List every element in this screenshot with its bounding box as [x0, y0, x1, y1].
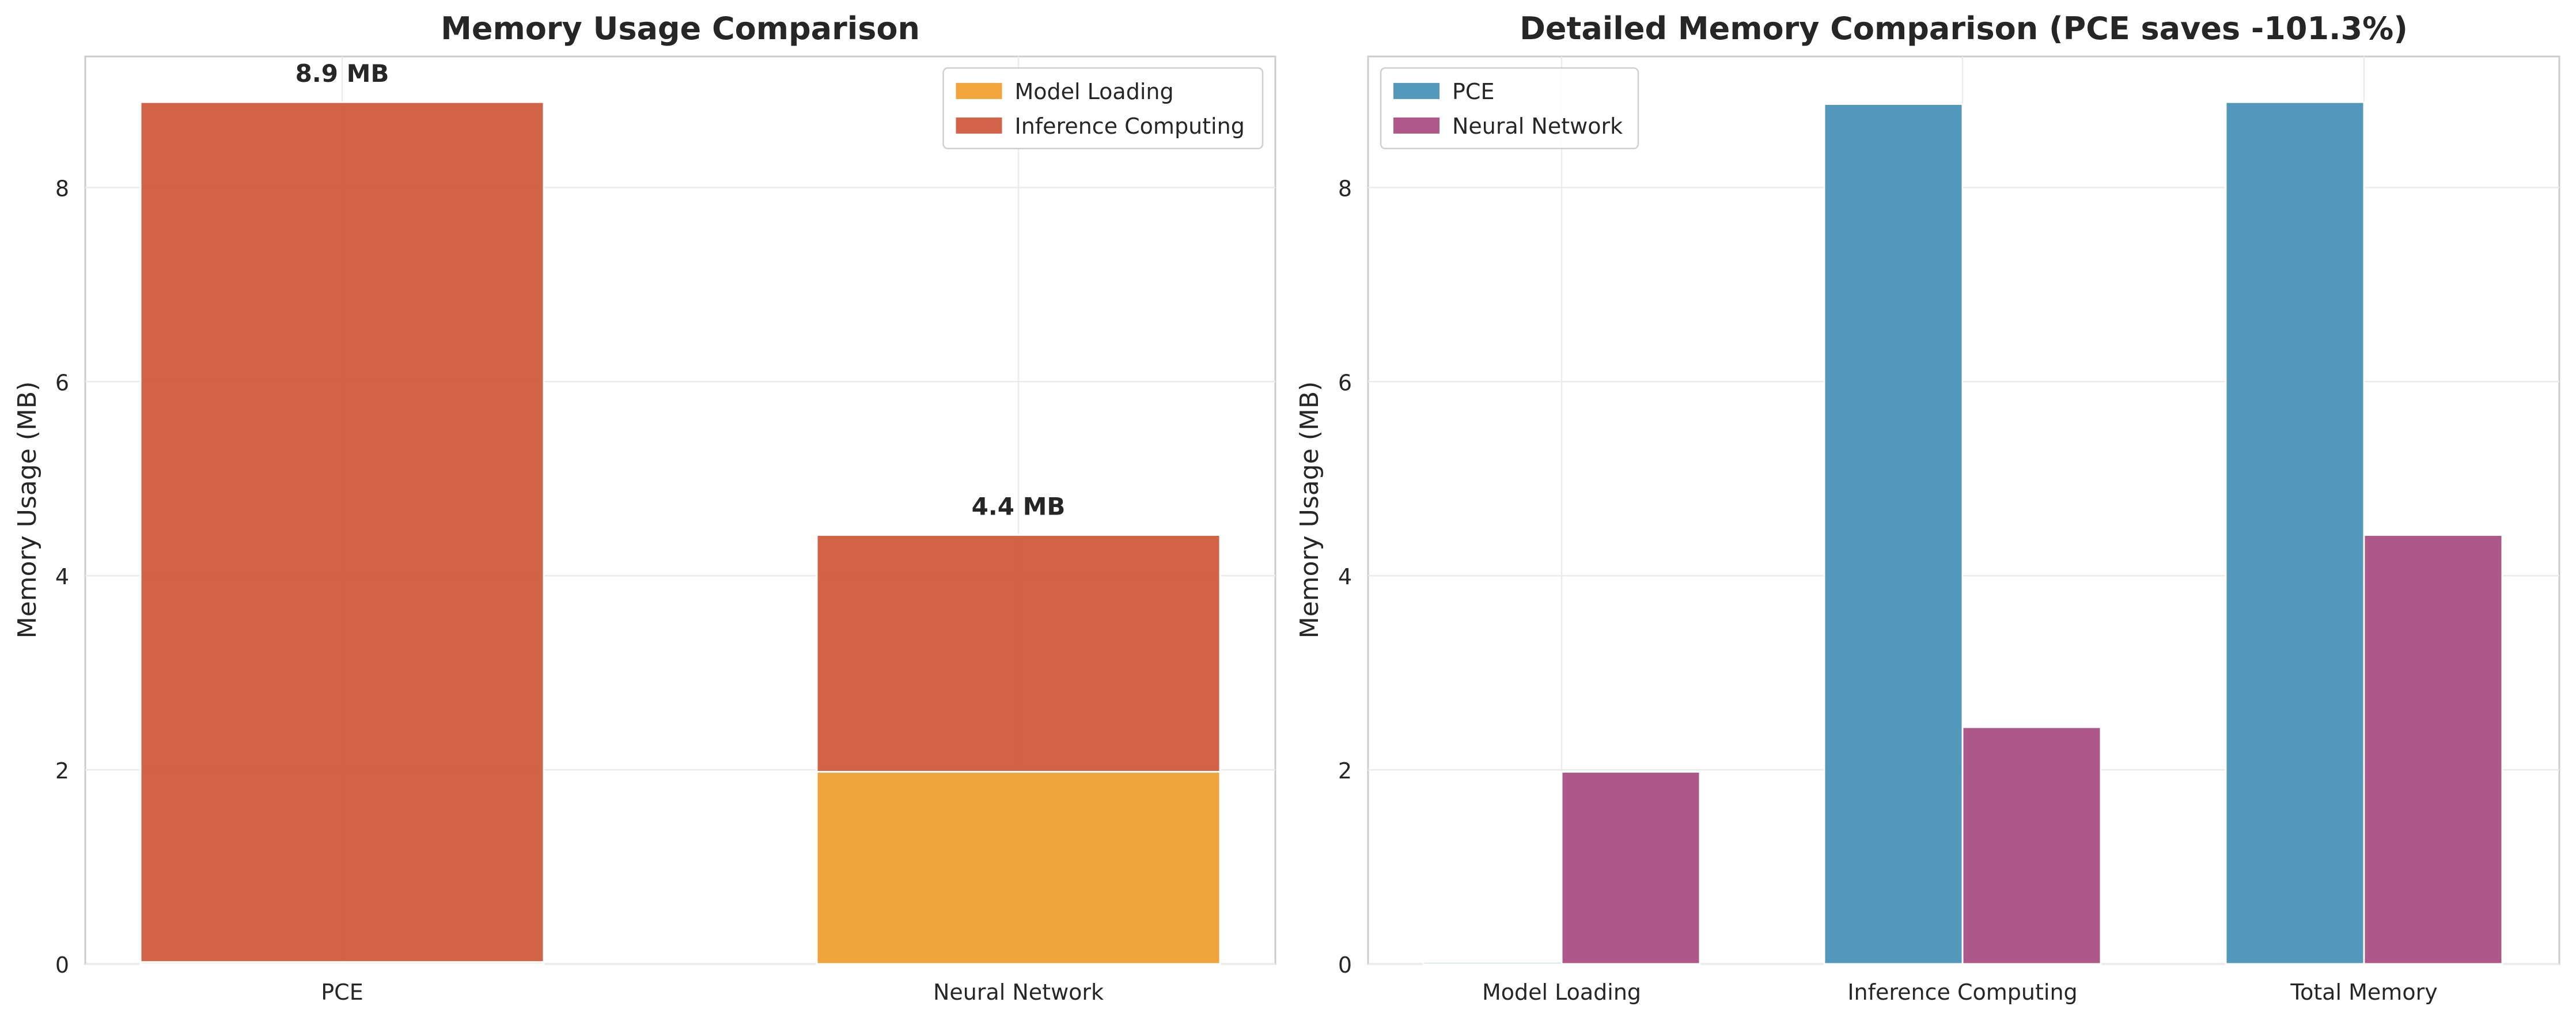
x-tick-label: Total Memory	[2290, 980, 2437, 1005]
legend-swatch	[956, 82, 1002, 99]
legend-box	[942, 67, 1264, 150]
x-tick-label: Neural Network	[933, 980, 1104, 1005]
y-tick-label: 4	[55, 564, 69, 589]
bar	[1961, 726, 2102, 965]
right-legend: PCE Neural Network	[1380, 67, 1639, 150]
bar	[2363, 534, 2503, 965]
legend-swatch	[1393, 117, 1439, 134]
legend-label: PCE	[1452, 79, 1494, 104]
y-tick-label: 6	[55, 370, 69, 395]
bar	[1422, 961, 1563, 965]
x-tick-label: Inference Computing	[1847, 980, 2077, 1005]
x-tick-label: PCE	[321, 980, 363, 1005]
left-y-axis-label: Memory Usage (MB)	[13, 381, 42, 639]
bar-segment	[816, 770, 1221, 965]
legend-swatch	[1393, 82, 1439, 99]
bar-segment	[139, 101, 545, 963]
left-bars: 8.9 MB 4.4 MB	[139, 59, 1221, 965]
y-tick-label: 2	[55, 758, 69, 784]
legend-box	[1380, 67, 1639, 150]
left-chart-title: Memory Usage Comparison	[441, 10, 920, 47]
legend-label: Inference Computing	[1015, 114, 1245, 139]
y-tick-label: 8	[1338, 176, 1352, 201]
y-tick-label: 2	[1338, 758, 1352, 784]
y-tick-label: 0	[1338, 952, 1352, 978]
bar-total-label: 4.4 MB	[972, 492, 1066, 520]
bar-total-label: 8.9 MB	[296, 59, 389, 88]
y-tick-label: 4	[1338, 564, 1352, 589]
x-tick-label: Model Loading	[1482, 980, 1641, 1005]
right-ticks: 0 2 4 6 8 Model Loading Inference Computing Tot…	[1338, 176, 2438, 1005]
left-panel: 8.9 MB 4.4 MB 0 2 4 6 8 PCE Neural Network Memo…	[13, 10, 1276, 1005]
bar	[1823, 103, 1964, 965]
left-ticks: 0 2 4 6 8 PCE Neural Network	[55, 176, 1104, 1005]
right-bars	[1422, 101, 2503, 965]
bar	[1560, 770, 1701, 965]
right-chart-title: Detailed Memory Comparison (PCE saves -1…	[1520, 10, 2408, 47]
right-panel: 0 2 4 6 8 Model Loading Inference Computing Tot…	[1295, 10, 2560, 1005]
y-tick-label: 0	[55, 952, 69, 978]
left-legend: Model Loading Inference Computing	[942, 67, 1264, 150]
bar-segment	[816, 534, 1221, 773]
y-tick-label: 6	[1338, 370, 1352, 395]
legend-label: Neural Network	[1452, 114, 1623, 139]
y-tick-label: 8	[55, 176, 69, 201]
legend-label: Model Loading	[1015, 79, 1174, 104]
legend-swatch	[956, 117, 1002, 134]
right-y-axis-label: Memory Usage (MB)	[1295, 381, 1324, 639]
bar	[2225, 101, 2365, 965]
